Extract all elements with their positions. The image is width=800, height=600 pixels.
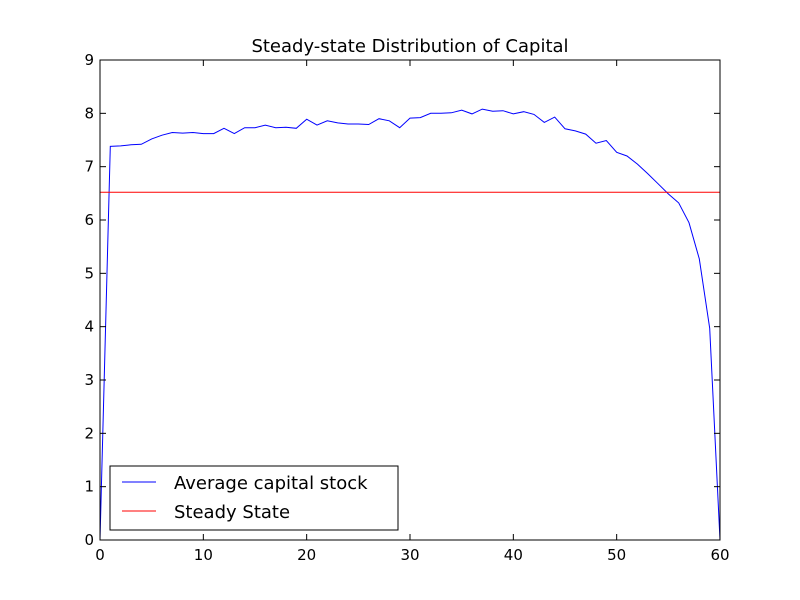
ticks-layer: 0 10 20 30 40 50 60 0 1 2 3 4 5 6 7 8 9 [84,51,729,564]
y-tick-label: 8 [84,104,94,122]
legend: Average capital stock Steady State [109,465,399,531]
x-tick-label: 40 [504,546,523,564]
y-tick-label: 1 [84,478,94,496]
legend-label-steady-state: Steady State [174,502,290,523]
y-tick-label: 4 [84,318,94,336]
y-tick-label: 0 [84,531,94,549]
x-tick-label: 20 [297,546,316,564]
y-tick-label: 2 [84,424,94,442]
y-tick-label: 7 [84,158,94,176]
chart-title: Steady-state Distribution of Capital [251,36,568,57]
series-layer [99,108,721,541]
series-line-average-capital-stock [99,108,721,541]
x-tick-label: 10 [194,546,213,564]
y-tick-label: 5 [84,264,94,282]
x-tick-label: 50 [607,546,626,564]
y-tick-label: 3 [84,371,94,389]
x-tick-label: 30 [400,546,419,564]
y-tick-label: 6 [84,211,94,229]
x-tick-label: 0 [95,546,105,564]
legend-box [109,465,399,531]
x-tick-label: 60 [710,546,729,564]
legend-label-average-capital-stock: Average capital stock [174,473,368,494]
y-tick-label: 9 [84,51,94,69]
